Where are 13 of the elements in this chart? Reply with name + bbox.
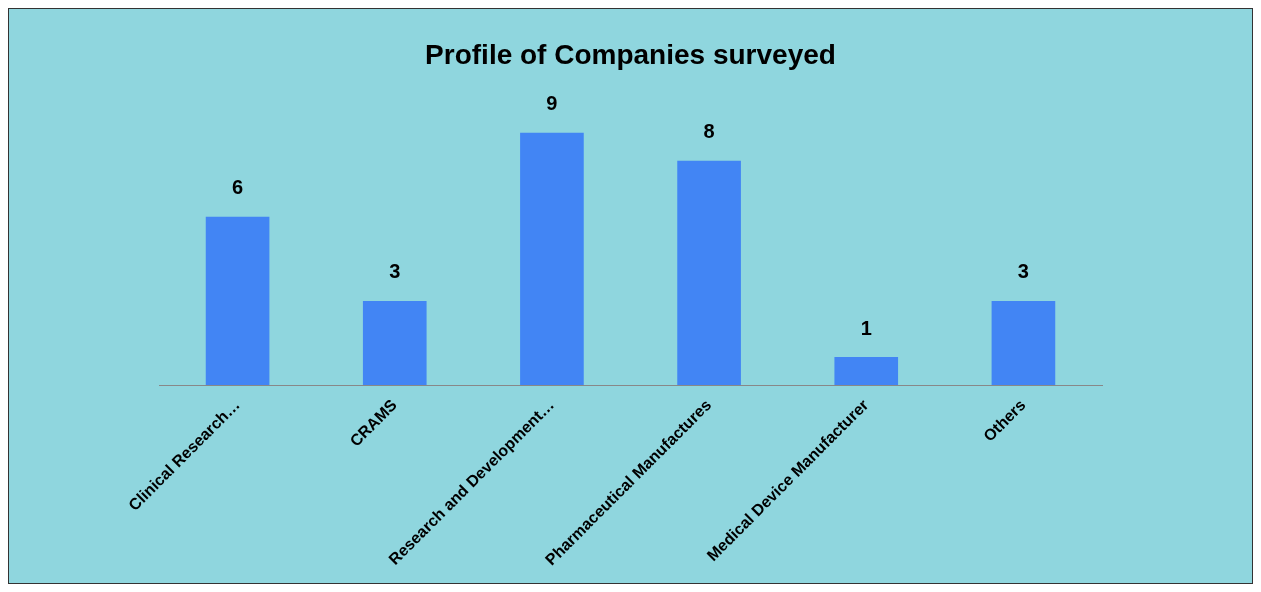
data-label: 3 xyxy=(1017,260,1029,283)
bar xyxy=(991,300,1056,386)
bar xyxy=(520,132,584,386)
data-label: 1 xyxy=(860,316,872,339)
bar xyxy=(677,160,741,386)
data-label: 3 xyxy=(389,260,401,283)
bar xyxy=(205,216,270,386)
bar xyxy=(362,300,427,386)
chart-title: Profile of Companies surveyed xyxy=(425,38,836,70)
data-label: 9 xyxy=(546,92,558,115)
bar xyxy=(834,357,899,386)
data-label: 8 xyxy=(703,120,715,143)
data-label: 6 xyxy=(232,176,244,199)
